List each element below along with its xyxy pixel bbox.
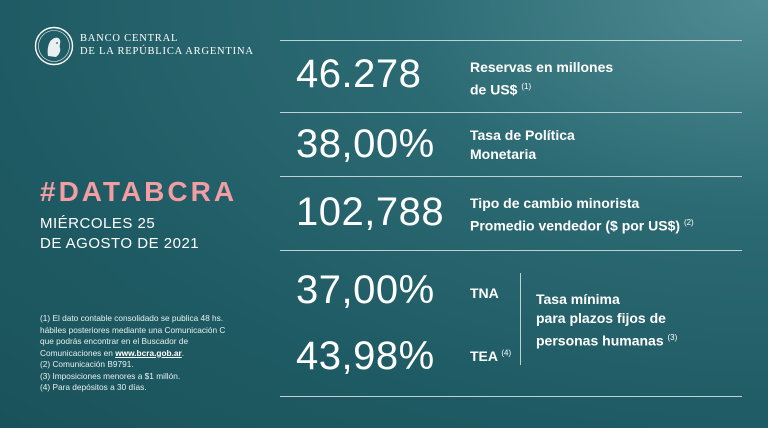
date-line1: MIÉRCOLES 25 xyxy=(40,215,156,232)
footnotes: (1) El dato contable consolidado se publ… xyxy=(40,313,270,394)
footnote-line: (1) El dato contable consolidado se publ… xyxy=(40,313,224,323)
reservas-label-line2: de US$ xyxy=(470,81,518,98)
plazo-fijo-note: (3) xyxy=(667,333,678,342)
hashtag-title: #DATABCRA xyxy=(40,176,238,207)
date-line2: DE AGOSTO DE 2021 xyxy=(40,235,200,252)
date: MIÉRCOLES 25 DE AGOSTO DE 2021 xyxy=(40,214,199,254)
tipo-cambio-value: 102,788 xyxy=(296,190,445,234)
divider xyxy=(280,250,742,251)
reservas-note: (1) xyxy=(521,82,532,91)
tipo-cambio-label-line1: Tipo de cambio minorista xyxy=(470,195,640,211)
footnote-line: (4) Para depósitos a 30 días. xyxy=(40,382,147,392)
footnote-text: . xyxy=(181,347,185,358)
tipo-cambio-label: Tipo de cambio minorista Promedio vended… xyxy=(470,194,694,236)
tna-value: 37,00% xyxy=(296,268,435,312)
divider xyxy=(280,396,742,397)
tasa-politica-value: 38,00% xyxy=(296,122,435,166)
divider xyxy=(280,40,742,41)
plazo-fijo-line2: para plazos fijos de xyxy=(536,310,666,326)
tea-label-text: TEA xyxy=(470,348,498,364)
footnote-line: (3) Imposiciones menores a $1 millón. xyxy=(40,370,181,381)
divider xyxy=(280,176,742,177)
tipo-cambio-note: (2) xyxy=(683,218,694,227)
reservas-value: 46.278 xyxy=(296,52,422,96)
tasa-politica-label-line2: Monetaria xyxy=(470,146,537,162)
footnote-line: Comunicaciones en www.bcra.gob.ar. xyxy=(40,348,270,360)
footnote-line: hábiles posteriores mediante una Comunic… xyxy=(40,324,226,335)
bank-name-line1: BANCO CENTRAL xyxy=(80,33,179,44)
plazo-fijo-line3: personas humanas xyxy=(536,332,664,349)
vertical-divider xyxy=(520,273,521,365)
tipo-cambio-label-line2: Promedio vendedor ($ por US$) xyxy=(470,217,681,234)
footnote-text: Comunicaciones en xyxy=(40,347,116,358)
tasa-politica-label: Tasa de Política Monetaria xyxy=(470,126,575,164)
tasa-politica-label-line1: Tasa de Política xyxy=(470,127,575,143)
bcra-website-link[interactable]: www.bcra.gob.ar xyxy=(115,347,182,358)
tea-note: (4) xyxy=(501,348,512,358)
divider xyxy=(280,112,742,113)
footnote-line: (2) Comunicación B9791. xyxy=(40,359,134,369)
reservas-label: Reservas en millones de US$ (1) xyxy=(470,58,613,100)
bcra-seal-icon xyxy=(34,26,74,66)
reservas-label-line1: Reservas en millones xyxy=(470,59,614,75)
tea-value: 43,98% xyxy=(296,334,435,378)
bank-name-line2: DE LA REPÚBLICA ARGENTINA xyxy=(80,46,254,57)
footnote-line: que podrás encontrar en el Buscador de xyxy=(40,336,189,346)
bank-name: BANCO CENTRAL DE LA REPÚBLICA ARGENTINA xyxy=(80,32,254,58)
plazo-fijo-description: Tasa mínima para plazos fijos de persona… xyxy=(536,290,677,351)
tna-label: TNA xyxy=(470,285,499,301)
plazo-fijo-line1: Tasa mínima xyxy=(536,291,620,307)
tea-label: TEA (4) xyxy=(470,348,511,364)
